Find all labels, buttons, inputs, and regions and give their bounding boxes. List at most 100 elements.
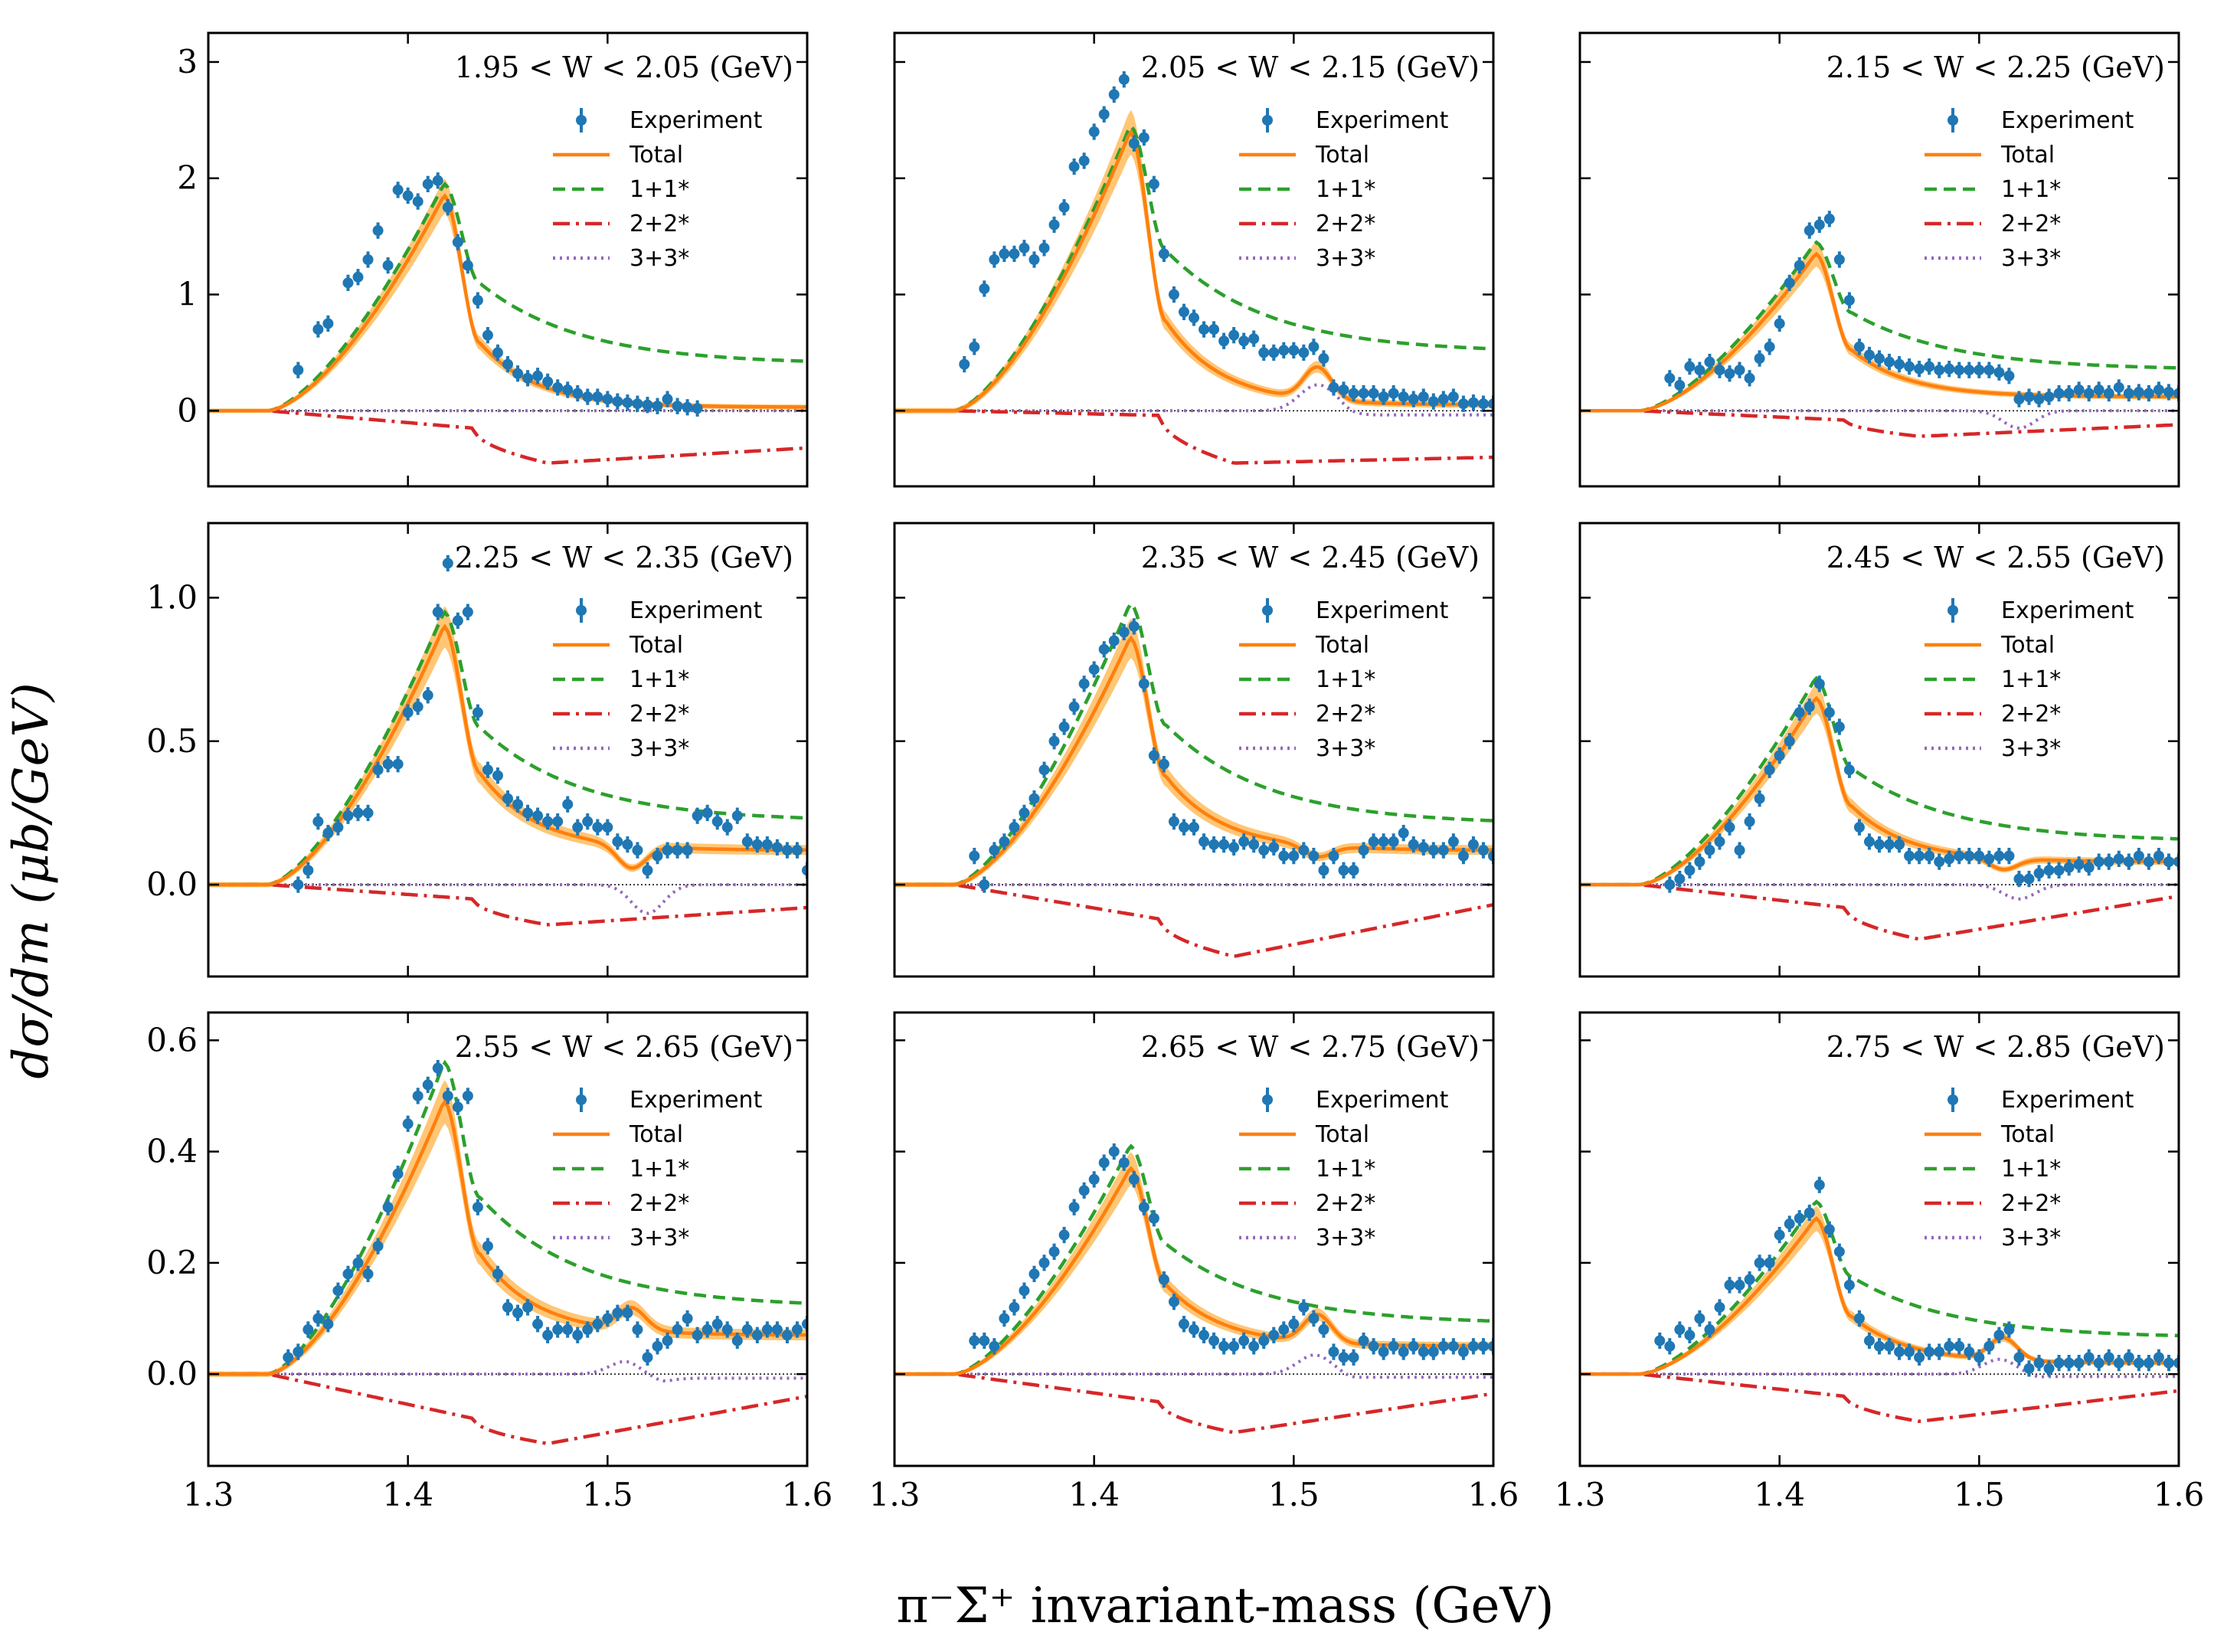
experiment-point xyxy=(1794,707,1805,718)
experiment-point xyxy=(2033,1357,2045,1369)
panel-frame xyxy=(893,1011,1495,1467)
experiment-point xyxy=(1437,394,1449,405)
experiment-point xyxy=(1714,365,1725,376)
experiment-point xyxy=(2023,391,2035,403)
experiment-point xyxy=(1248,839,1260,850)
experiment-point xyxy=(1009,1301,1020,1313)
legend-label: Total xyxy=(2000,632,2055,659)
experiment-point xyxy=(1894,839,1905,850)
experiment-point xyxy=(1964,365,1975,376)
experiment-point xyxy=(1853,1313,1865,1324)
experiment-point xyxy=(1823,1224,1835,1235)
experiment-point xyxy=(682,401,693,413)
panel-frame xyxy=(893,522,1495,978)
experiment-point xyxy=(452,615,463,626)
experiment-point xyxy=(622,1307,633,1319)
experiment-point xyxy=(1944,1340,1955,1352)
experiment-point xyxy=(402,707,414,718)
experiment-point xyxy=(802,1318,807,1330)
experiment-point xyxy=(761,839,773,850)
legend-label: 1+1* xyxy=(2001,1156,2061,1183)
experiment-point xyxy=(1029,793,1040,804)
experiment-point xyxy=(622,839,633,850)
experiment-point xyxy=(1744,1274,1755,1285)
experiment-point xyxy=(682,1313,693,1324)
experiment-point xyxy=(562,799,574,810)
experiment-point xyxy=(402,190,414,201)
experiment-point xyxy=(1477,1340,1489,1352)
experiment-point xyxy=(1108,1146,1120,1157)
experiment-point xyxy=(512,1307,524,1319)
experiment-point xyxy=(1058,721,1070,733)
experiment-point xyxy=(492,770,503,781)
experiment-point xyxy=(2123,856,2134,868)
experiment-point xyxy=(303,1324,314,1336)
experiment-point xyxy=(1318,353,1329,365)
panel-frame xyxy=(893,31,1495,488)
experiment-point xyxy=(442,558,453,569)
experiment-point xyxy=(692,810,703,822)
experiment-point xyxy=(602,822,613,833)
plot-area xyxy=(208,172,807,465)
experiment-point xyxy=(979,283,990,294)
experiment-point xyxy=(1467,1340,1479,1352)
legend-label: Experiment xyxy=(2001,107,2134,134)
experiment-point xyxy=(1128,620,1140,632)
experiment-point xyxy=(1189,822,1199,833)
experiment-point xyxy=(352,271,364,283)
x-tick-label: 1.4 xyxy=(1754,1476,1805,1513)
experiment-point xyxy=(1823,213,1835,224)
legend: Experiment Total 1+1* 2+2* 3+3* xyxy=(1925,597,2134,762)
experiment-point xyxy=(1974,1352,1985,1363)
plot-area xyxy=(208,554,807,927)
panel-6: 2.45 < W < 2.55 (GeV) Experiment Total 1+1*… xyxy=(1578,522,2180,978)
panel-frame xyxy=(207,31,809,488)
experiment-point xyxy=(2133,1357,2144,1369)
legend-label: 1+1* xyxy=(1316,1156,1375,1183)
experiment-point xyxy=(2093,1357,2104,1369)
experiment-point xyxy=(1843,1279,1855,1291)
y-tick-label: 0.0 xyxy=(146,865,198,903)
curve-3-3 xyxy=(208,883,807,915)
experiment-point xyxy=(1664,1340,1676,1352)
experiment-point xyxy=(1208,1335,1220,1346)
legend: Experiment Total 1+1* 2+2* 3+3* xyxy=(1239,1087,1449,1251)
experiment-point xyxy=(552,1324,564,1336)
legend: Experiment Total 1+1* 2+2* 3+3* xyxy=(553,107,763,272)
experiment-point xyxy=(1328,1346,1339,1358)
experiment-point xyxy=(2073,1357,2085,1369)
experiment-point xyxy=(283,1352,294,1363)
legend-label: 1+1* xyxy=(1316,176,1375,203)
experiment-point xyxy=(412,1090,424,1101)
experiment-point xyxy=(1058,201,1070,213)
experiment-point xyxy=(1734,365,1745,376)
curve-1-1 xyxy=(894,600,1493,887)
experiment-point xyxy=(1823,707,1835,718)
plot-area xyxy=(1580,676,2179,941)
curve-total xyxy=(894,129,1493,413)
legend-label: Total xyxy=(629,632,683,659)
experiment-point xyxy=(482,1241,493,1252)
experiment-point xyxy=(2043,865,2055,876)
panel-frame xyxy=(1578,1011,2180,1467)
experiment-point xyxy=(293,365,304,376)
experiment-point xyxy=(2063,862,2075,873)
experiment-point xyxy=(1118,626,1130,638)
experiment-point xyxy=(1418,842,1429,853)
experiment-point xyxy=(701,807,713,819)
experiment-point xyxy=(1904,1346,1915,1358)
experiment-point xyxy=(2003,1324,2015,1336)
experiment-point xyxy=(1078,678,1090,689)
experiment-point xyxy=(2153,850,2164,862)
experiment-point xyxy=(999,836,1010,847)
experiment-point xyxy=(2153,384,2164,396)
experiment-point xyxy=(1189,312,1199,323)
experiment-point xyxy=(791,845,803,856)
curve-1-1 xyxy=(1580,1199,2179,1376)
experiment-point xyxy=(1944,853,1955,865)
experiment-point xyxy=(1734,1279,1745,1291)
experiment-point xyxy=(1029,1268,1040,1280)
experiment-point xyxy=(1348,388,1359,399)
panel-title: 2.35 < W < 2.45 (GeV) xyxy=(1141,541,1480,574)
